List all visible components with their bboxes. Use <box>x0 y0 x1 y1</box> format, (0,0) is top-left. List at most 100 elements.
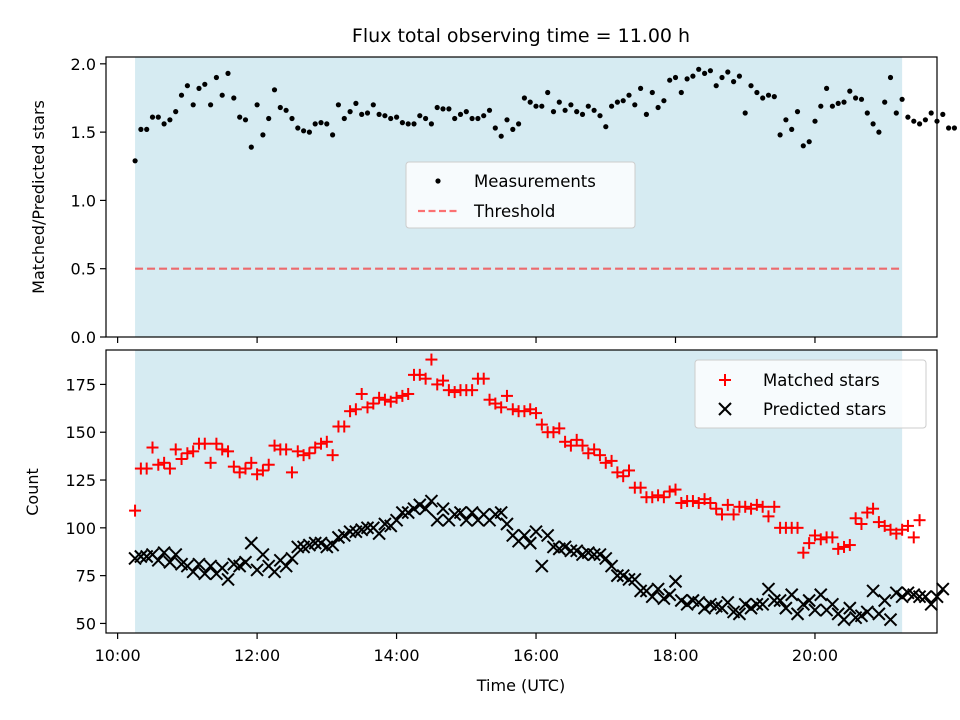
matched-point <box>239 462 252 475</box>
matched-point <box>448 386 461 399</box>
measurement-point <box>417 113 423 119</box>
measurement-point <box>481 113 487 119</box>
measurement-point <box>789 126 795 132</box>
measurement-point <box>446 106 452 112</box>
predicted-point <box>628 572 642 587</box>
measurement-point <box>237 114 243 120</box>
measurement-point <box>574 109 580 115</box>
predicted-point <box>843 601 857 615</box>
predicted-point <box>790 607 805 621</box>
matched-point <box>396 389 409 402</box>
predicted-point <box>802 593 816 608</box>
measurement-point <box>225 70 231 76</box>
predicted-point <box>401 505 415 520</box>
predicted-point <box>779 601 793 615</box>
predicted-point <box>360 521 375 535</box>
measurement-point <box>702 70 708 76</box>
matched-point <box>646 491 659 504</box>
matched-point <box>245 456 258 469</box>
predicted-point <box>192 557 206 571</box>
predicted-point <box>622 572 636 587</box>
predicted-point <box>285 551 299 566</box>
matched-point <box>187 445 200 458</box>
matched-point <box>390 391 403 404</box>
predicted-point <box>808 603 822 617</box>
predicted-point <box>599 551 613 566</box>
measurement-point <box>864 110 870 116</box>
measurement-point <box>486 107 493 113</box>
measurement-point <box>149 114 156 120</box>
measurement-point <box>754 89 760 96</box>
measurement-point <box>835 100 841 106</box>
predicted-point <box>523 536 537 550</box>
bottom-y-tick-label: 75 <box>76 567 96 586</box>
matched-point <box>158 456 171 469</box>
predicted-point <box>889 586 904 600</box>
matched-point <box>344 405 357 418</box>
predicted-point <box>238 555 253 569</box>
top-legend: Measurements Threshold <box>405 161 636 229</box>
measurement-point <box>295 125 301 131</box>
top-y-tick-label: 0.0 <box>71 328 96 347</box>
matched-point <box>901 519 914 532</box>
measurement-point <box>597 113 603 119</box>
measurement-point <box>469 115 475 122</box>
matched-point <box>349 403 362 416</box>
matched-point <box>756 500 769 513</box>
matched-point <box>762 510 775 523</box>
predicted-point <box>738 597 752 612</box>
matched-point <box>204 456 217 469</box>
predicted-point <box>564 544 578 558</box>
matched-point <box>355 387 368 400</box>
measurement-point <box>254 102 260 108</box>
predicted-point <box>610 568 625 583</box>
matched-point <box>303 447 316 460</box>
measurement-point <box>794 109 801 115</box>
predicted-point <box>279 559 293 573</box>
measurement-point <box>382 113 388 119</box>
measurement-point <box>707 68 714 74</box>
measurement-point <box>428 121 434 127</box>
matched-point <box>140 462 153 475</box>
measurement-point <box>940 111 946 117</box>
matched-point <box>907 531 920 544</box>
predicted-point <box>604 559 619 573</box>
measurement-point <box>527 99 533 105</box>
matched-point <box>506 403 519 416</box>
matched-point <box>739 500 752 513</box>
measurement-point <box>132 158 138 164</box>
predicted-point <box>785 588 799 602</box>
matched-point <box>599 456 612 469</box>
predicted-stars-series <box>128 494 950 627</box>
legend-threshold-label: Threshold <box>473 202 555 221</box>
predicted-point <box>936 582 950 596</box>
matched-point <box>402 387 415 400</box>
measurement-point <box>922 117 929 123</box>
chart-title: Flux total observing time = 11.00 h <box>352 25 690 47</box>
measurement-point <box>579 111 586 117</box>
matched-point <box>169 443 182 456</box>
matched-point <box>129 504 142 517</box>
bottom-panel: 10:00 12:00 14:00 16:00 18:00 20:00 50 75 100 12… <box>23 349 950 695</box>
matched-point <box>210 437 223 450</box>
predicted-point <box>267 565 282 579</box>
x-axis-label: Time (UTC) <box>476 676 565 695</box>
matched-point <box>605 454 618 467</box>
predicted-point <box>459 513 474 527</box>
matched-point <box>593 449 606 462</box>
measurement-point <box>719 74 725 81</box>
predicted-point <box>721 595 735 610</box>
measurement-point <box>341 115 347 122</box>
measurement-point <box>591 107 597 113</box>
top-y-tick-label: 2.0 <box>71 55 96 74</box>
predicted-point <box>186 565 200 579</box>
top-x-ticks <box>117 337 816 343</box>
measurement-point <box>242 117 249 123</box>
predicted-point <box>203 559 218 573</box>
matched-point <box>175 452 188 465</box>
measurement-point <box>440 106 446 112</box>
measurement-point <box>196 85 202 91</box>
measurement-point <box>800 143 806 149</box>
predicted-point <box>912 589 927 604</box>
bottom-y-tick-label: 50 <box>76 614 96 633</box>
